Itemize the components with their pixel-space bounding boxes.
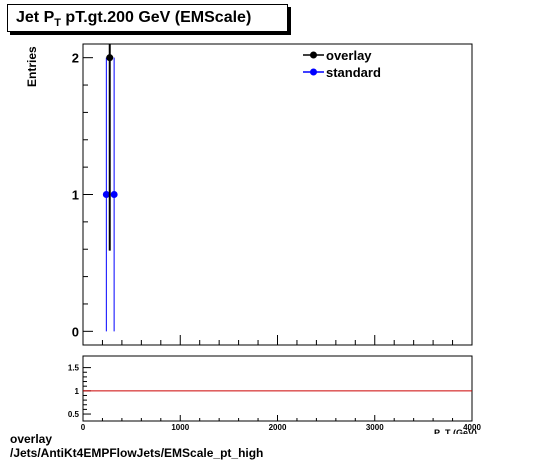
y-tick-label: 2 — [72, 51, 79, 66]
y-tick-label: 1 — [72, 188, 79, 203]
legend-marker — [310, 51, 317, 59]
footer-line-1: overlay — [10, 432, 53, 446]
ratio-x-tick-label: 1000 — [171, 423, 189, 432]
ratio-x-tick-label: 2000 — [269, 423, 287, 432]
legend-marker — [310, 68, 317, 76]
ratio-plot-frame — [82, 355, 473, 422]
ratio-y-tick-label: 1.5 — [68, 364, 80, 373]
ratio-x-tick-label: 4000 — [463, 423, 481, 432]
footer-line-2: /Jets/AntiKt4EMPFlowJets/EMScale_pt_high — [10, 446, 264, 460]
main-plot-frame — [82, 43, 473, 346]
legend-label: overlay — [326, 48, 372, 63]
standard-data-point — [102, 191, 110, 198]
y-tick-label: 0 — [72, 324, 79, 339]
legend-label: standard — [326, 65, 381, 80]
ratio-x-tick-label: 3000 — [366, 423, 384, 432]
ratio-y-tick-label: 1 — [75, 387, 80, 396]
ratio-x-tick-label: 0 — [81, 423, 86, 432]
standard-data-point — [110, 191, 118, 198]
title-box: Jet PT pT.gt.200 GeV (EMScale) — [7, 4, 288, 32]
ratio-y-tick-label: 0.5 — [68, 410, 80, 419]
overlay-data-point — [106, 54, 114, 62]
x-axis-title: P_T (GeV) — [434, 428, 478, 434]
chart-title: Jet PT pT.gt.200 GeV (EMScale) — [16, 9, 252, 29]
